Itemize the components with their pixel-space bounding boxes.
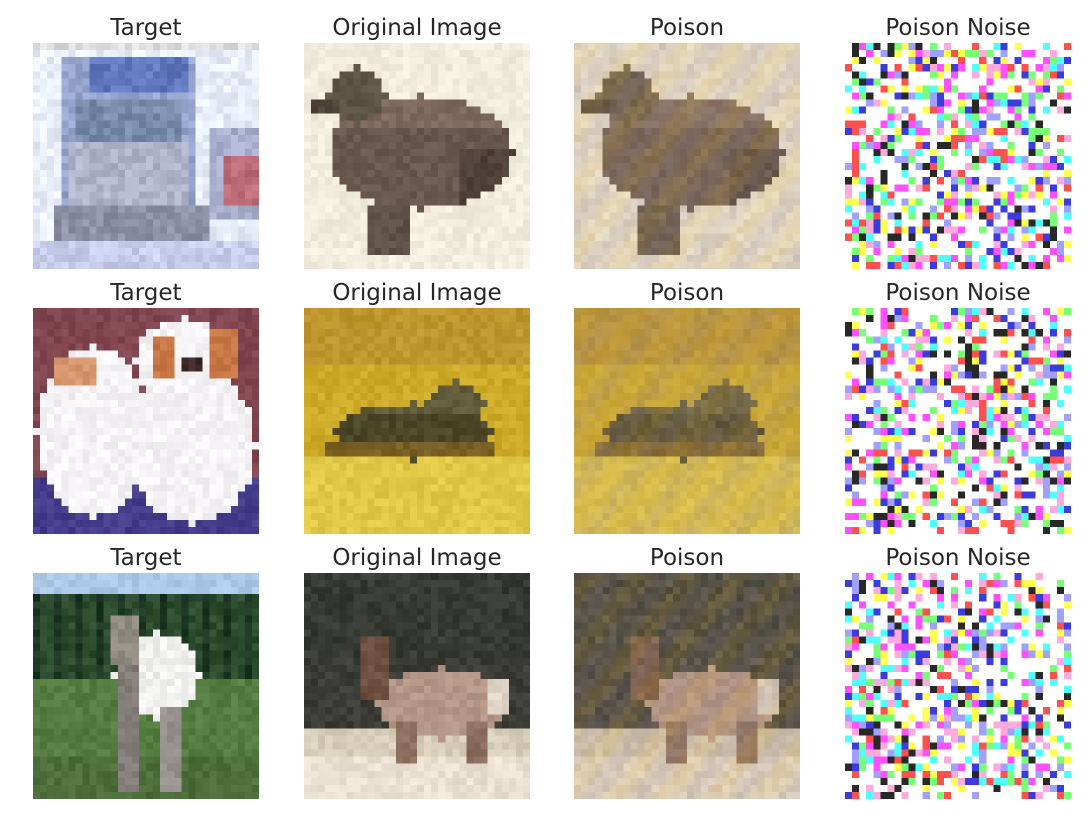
target-image (33, 308, 259, 534)
noise-title: Poison Noise (885, 545, 1031, 571)
noise-image (845, 573, 1071, 799)
poison-image (574, 573, 800, 799)
original-image (304, 308, 530, 534)
noise-title: Poison Noise (885, 15, 1031, 41)
original-title: Original Image (332, 280, 502, 306)
original-title: Original Image (332, 545, 502, 571)
noise-title: Poison Noise (885, 280, 1031, 306)
original-title: Original Image (332, 15, 502, 41)
target-title: Target (110, 15, 182, 41)
target-image (33, 573, 259, 799)
target-image (33, 43, 259, 269)
noise-image (845, 43, 1071, 269)
poison-title: Poison (649, 15, 725, 41)
target-title: Target (110, 280, 182, 306)
poison-title: Poison (649, 545, 725, 571)
original-image (304, 573, 530, 799)
poison-image (574, 43, 800, 269)
noise-image (845, 308, 1071, 534)
original-image (304, 43, 530, 269)
poison-title: Poison (649, 280, 725, 306)
target-title: Target (110, 545, 182, 571)
poison-image (574, 308, 800, 534)
